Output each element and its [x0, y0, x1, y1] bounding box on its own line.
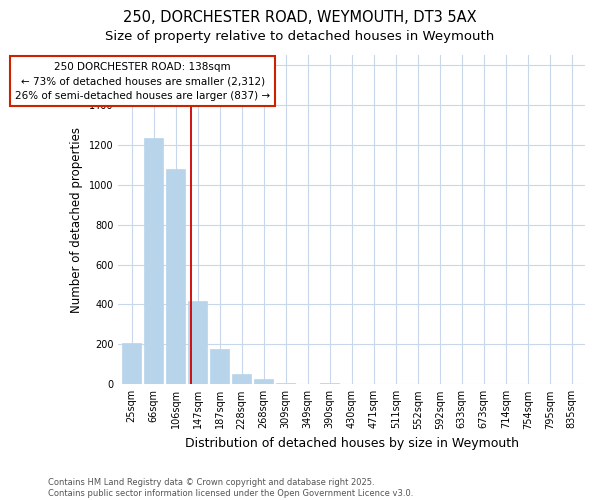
Bar [144, 138, 163, 384]
Bar [188, 302, 207, 384]
Text: 250, DORCHESTER ROAD, WEYMOUTH, DT3 5AX: 250, DORCHESTER ROAD, WEYMOUTH, DT3 5AX [123, 10, 477, 25]
Text: 250 DORCHESTER ROAD: 138sqm
← 73% of detached houses are smaller (2,312)
26% of : 250 DORCHESTER ROAD: 138sqm ← 73% of det… [15, 62, 270, 101]
Bar [254, 380, 273, 384]
Text: Size of property relative to detached houses in Weymouth: Size of property relative to detached ho… [106, 30, 494, 43]
Bar [122, 344, 141, 384]
Bar [232, 374, 251, 384]
Bar [211, 350, 229, 384]
Y-axis label: Number of detached properties: Number of detached properties [70, 126, 83, 312]
X-axis label: Distribution of detached houses by size in Weymouth: Distribution of detached houses by size … [185, 437, 519, 450]
Bar [166, 169, 185, 384]
Text: Contains HM Land Registry data © Crown copyright and database right 2025.
Contai: Contains HM Land Registry data © Crown c… [48, 478, 413, 498]
